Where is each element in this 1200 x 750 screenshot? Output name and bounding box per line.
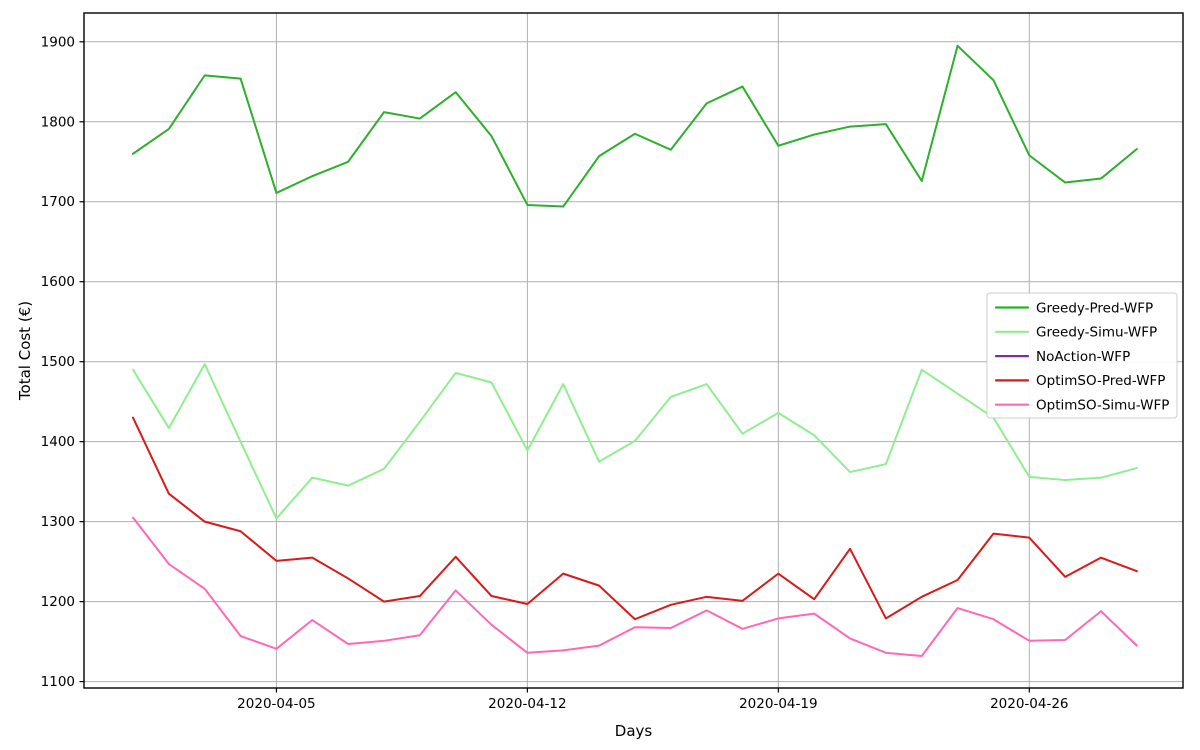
y-axis-label: Total Cost (€) (16, 301, 34, 401)
ytick-label-1200: 1200 (41, 594, 75, 610)
ytick-label-1800: 1800 (41, 114, 75, 130)
series-line-Greedy-Pred-WFP (132, 44, 1138, 208)
ytick-label-1600: 1600 (41, 274, 75, 290)
ytick-label-1500: 1500 (41, 354, 75, 370)
series-line-Greedy-Simu-WFP (132, 363, 1138, 520)
series-line-OptimSO-Pred-WFP (132, 416, 1138, 621)
legend-label-Greedy-Pred-WFP: Greedy-Pred-WFP (1036, 300, 1153, 316)
x-axis-label: Days (615, 722, 653, 740)
plot-border (83, 12, 1184, 689)
legend-label-OptimSO-Pred-WFP: OptimSO-Pred-WFP (1036, 373, 1165, 389)
xtick-label-2020-04-26: 2020-04-26 (990, 696, 1068, 712)
ytick-label-1700: 1700 (41, 194, 75, 210)
xtick-label-2020-04-19: 2020-04-19 (739, 696, 817, 712)
series-line-OptimSO-Simu-WFP (132, 516, 1138, 658)
legend-label-OptimSO-Simu-WFP: OptimSO-Simu-WFP (1036, 398, 1169, 414)
xtick-label-2020-04-12: 2020-04-12 (488, 696, 566, 712)
ytick-label-1900: 1900 (41, 34, 75, 50)
legend-box (986, 292, 1178, 419)
ytick-label-1400: 1400 (41, 434, 75, 450)
legend-label-NoAction-WFP: NoAction-WFP (1036, 349, 1130, 365)
ytick-label-1100: 1100 (41, 674, 75, 690)
xtick-label-2020-04-05: 2020-04-05 (237, 696, 315, 712)
legend-label-Greedy-Simu-WFP: Greedy-Simu-WFP (1036, 325, 1157, 341)
ytick-label-1300: 1300 (41, 514, 75, 530)
